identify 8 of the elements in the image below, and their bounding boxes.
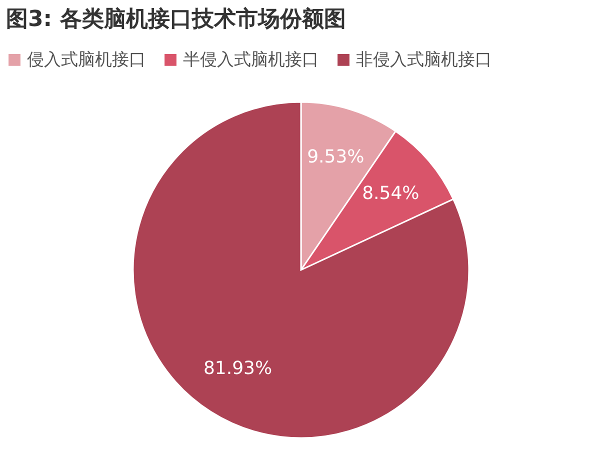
data-label: 8.54% <box>362 182 420 204</box>
legend-label: 侵入式脑机接口 <box>27 50 146 70</box>
data-label: 81.93% <box>203 358 272 380</box>
legend-label: 半侵入式脑机接口 <box>183 50 319 70</box>
data-label: 9.53% <box>307 146 364 168</box>
chart-title: 图3: 各类脑机接口技术市场份额图 <box>6 6 346 32</box>
legend-label: 非侵入式脑机接口 <box>356 50 492 70</box>
pie-slice <box>132 101 470 439</box>
